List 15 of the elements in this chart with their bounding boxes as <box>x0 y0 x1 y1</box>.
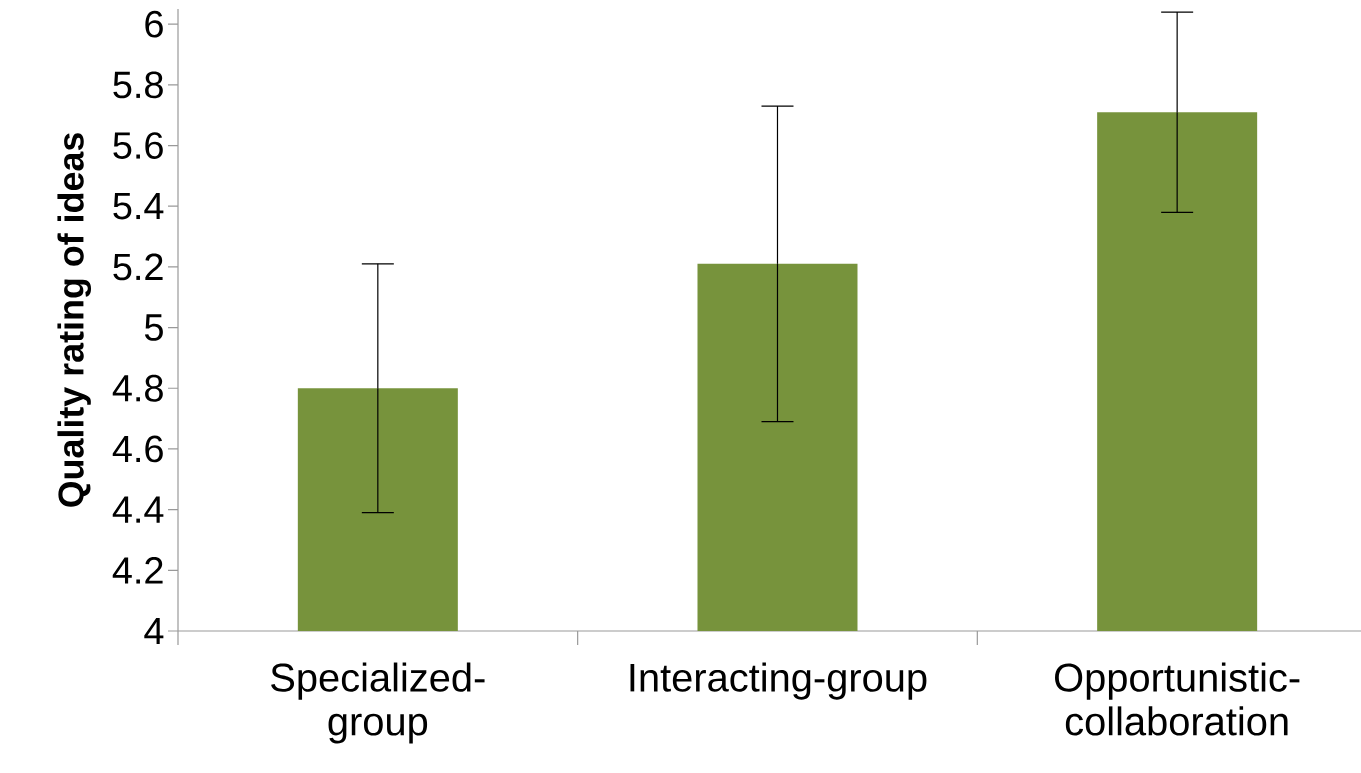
y-tick-label: 4.4 <box>112 496 164 523</box>
y-tick-label: 5.6 <box>113 132 163 159</box>
x-tick-label: Opportunistic-collaboration <box>1055 662 1300 736</box>
y-tick-label: 5.4 <box>113 193 164 220</box>
x-tick-label: Specialized-group <box>271 662 485 744</box>
x-tick-label: Interacting-group <box>630 662 927 700</box>
y-tick-label: 4 <box>144 617 164 645</box>
y-tick-label: 5.2 <box>113 253 163 281</box>
y-tick-label: 4.2 <box>112 557 163 584</box>
y-tick-label: 5.8 <box>113 71 163 99</box>
y-tick-label: 6 <box>145 10 163 38</box>
y-tick-label: 5 <box>144 314 163 341</box>
y-axis-title: Quality rating of ideas <box>57 133 91 507</box>
y-tick-label: 4.6 <box>112 435 163 463</box>
y-tick-label: 4.8 <box>112 374 163 402</box>
